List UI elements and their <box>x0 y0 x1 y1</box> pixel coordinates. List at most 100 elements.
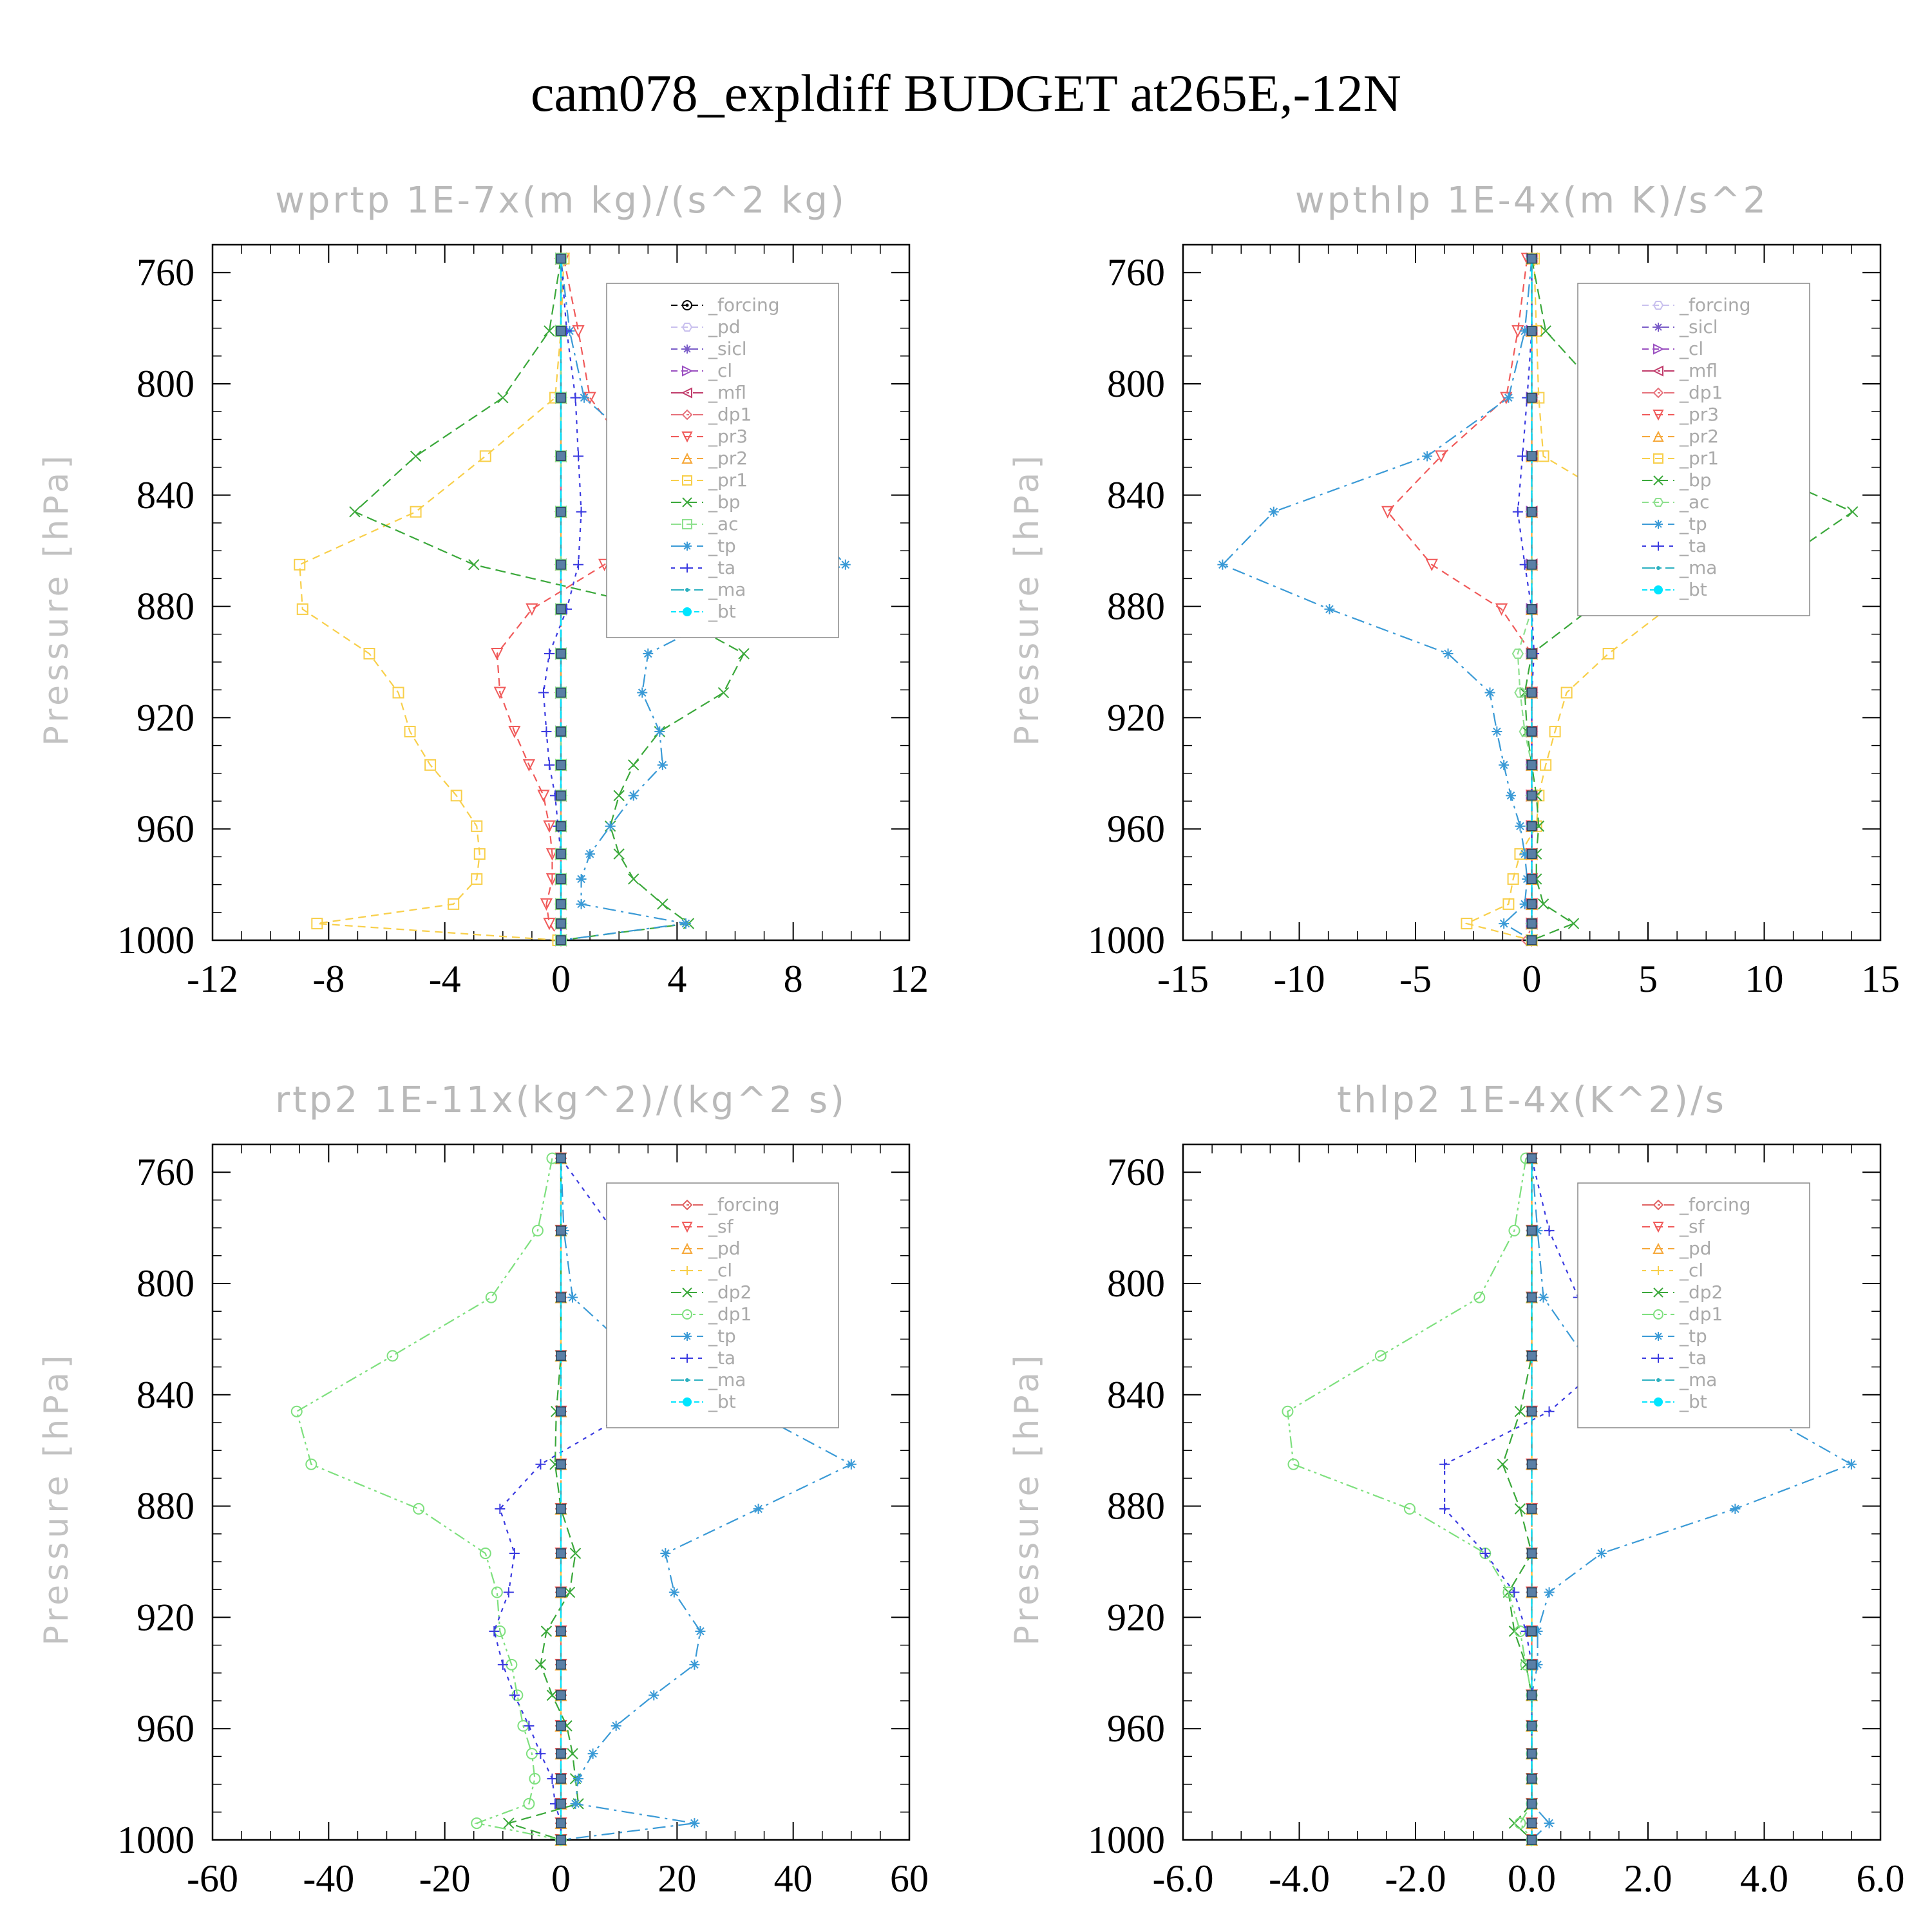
center-marker <box>556 326 566 336</box>
data-point <box>1514 1406 1526 1417</box>
data-point <box>1514 1817 1526 1830</box>
data-point <box>689 1659 700 1670</box>
legend-box <box>1577 283 1810 616</box>
data-point <box>1544 1587 1555 1598</box>
center-markers <box>1526 1153 1537 1845</box>
center-marker <box>1526 1153 1537 1164</box>
legend-entry: _pr2 <box>1642 426 1719 447</box>
y-tick-label: 1000 <box>117 1819 194 1861</box>
center-marker <box>556 1660 566 1670</box>
data-point <box>1502 898 1515 910</box>
center-marker <box>1526 1459 1537 1470</box>
legend-entry: _pr1 <box>1642 448 1719 469</box>
y-tick-label: 840 <box>1107 474 1165 516</box>
y-tick-label: 920 <box>1107 1596 1165 1638</box>
x-tick-label: 6.0 <box>1857 1857 1905 1900</box>
center-marker <box>1526 1660 1537 1670</box>
y-tick-label: 920 <box>137 1596 194 1638</box>
center-marker <box>1526 1774 1537 1784</box>
data-point <box>1499 759 1510 770</box>
center-marker <box>1526 790 1537 801</box>
center-marker <box>1526 392 1537 403</box>
y-tick-label: 880 <box>1107 585 1165 628</box>
center-marker <box>1526 506 1537 517</box>
center-marker <box>556 1721 566 1731</box>
data-point <box>1544 1225 1555 1236</box>
panel-title: thlp2 1E-4x(K^2)/s <box>1337 1079 1727 1121</box>
data-point <box>545 873 559 886</box>
legend-label: _ta <box>708 1347 735 1368</box>
center-marker <box>556 1406 566 1417</box>
center-marker <box>1526 821 1537 831</box>
data-point <box>479 450 491 462</box>
center-marker <box>556 1292 566 1303</box>
legend-label: _ta <box>708 557 735 578</box>
x-tick-label: 60 <box>890 1857 929 1900</box>
legend-entry: _ta <box>1642 1347 1707 1368</box>
y-tick-label: 800 <box>137 1262 194 1305</box>
data-point <box>535 1748 546 1759</box>
series-line <box>493 1157 667 1840</box>
data-point <box>495 1503 506 1514</box>
series_dp1 <box>290 1152 567 1846</box>
x-tick-label: 0 <box>551 1857 571 1900</box>
legend-label: _mfl <box>1679 360 1718 381</box>
legend-label: _bp <box>1679 469 1712 491</box>
data-point <box>1730 1503 1741 1514</box>
legend-label: _bt <box>708 1391 736 1412</box>
data-point <box>1846 506 1859 518</box>
legend-label: _dp1 <box>1679 382 1723 403</box>
center-marker <box>1526 687 1537 698</box>
data-point <box>522 759 536 772</box>
x-tick-label: -8 <box>312 958 345 1000</box>
center-marker <box>556 935 566 945</box>
data-point <box>471 820 483 832</box>
data-point <box>717 687 730 699</box>
series_tp <box>1217 253 1537 945</box>
data-point <box>526 603 538 616</box>
data-point <box>535 1459 546 1470</box>
center-markers <box>1526 253 1537 945</box>
series-line <box>353 258 745 942</box>
center-marker <box>1526 1626 1537 1636</box>
legend-entry: _dp1 <box>1642 1303 1723 1325</box>
series-line <box>1502 1158 1533 1841</box>
legend-label: _tp <box>708 535 736 556</box>
figure-title: cam078_expldiff BUDGET at265E,-12N <box>531 64 1401 122</box>
data-point <box>579 392 590 403</box>
center-marker <box>556 1774 566 1784</box>
data-point <box>613 790 625 802</box>
panel-3: rtp2 1E-11x(kg^2)/(kg^2 s) Pressure [hPa]… <box>37 1079 929 1900</box>
x-tick-label: 2.0 <box>1624 1857 1672 1900</box>
legend: _forcing_sf_pd_cl_dp2_dp1_tp_ta_ma_bt <box>1577 1182 1810 1428</box>
data-point <box>545 848 559 861</box>
data-point <box>695 1626 706 1636</box>
data-point <box>1484 687 1495 698</box>
data-point <box>1507 873 1519 885</box>
center-marker <box>556 1799 566 1809</box>
legend-entry: _ta <box>671 557 735 578</box>
legend-entry: _forcing <box>671 294 780 316</box>
data-point <box>587 1748 598 1759</box>
series-line <box>299 258 565 942</box>
x-tick-label: 4 <box>667 958 687 1000</box>
data-point <box>567 1748 578 1759</box>
legend-entry: _forcing <box>1642 1194 1751 1215</box>
data-point <box>1537 450 1549 462</box>
x-tick-label: 8 <box>784 958 803 1000</box>
center-marker <box>556 821 566 831</box>
center-marker <box>556 604 566 614</box>
legend-entry: _bt <box>671 601 736 622</box>
legend-entry: _bp <box>671 491 741 513</box>
legend-label: _pr2 <box>1679 426 1719 447</box>
legend-label: _tp <box>1679 513 1707 535</box>
x-tick-label: 0.0 <box>1508 1857 1556 1900</box>
center-marker <box>1526 1504 1537 1514</box>
data-point <box>567 1292 578 1303</box>
legend-entry: _cl <box>671 360 732 381</box>
y-axis-label: Pressure [hPa] <box>1008 452 1046 746</box>
legend-entry: _dp1 <box>671 1303 752 1325</box>
legend-label: _ac <box>1679 491 1710 513</box>
legend-label: _pd <box>708 316 741 337</box>
data-point <box>1422 451 1433 462</box>
